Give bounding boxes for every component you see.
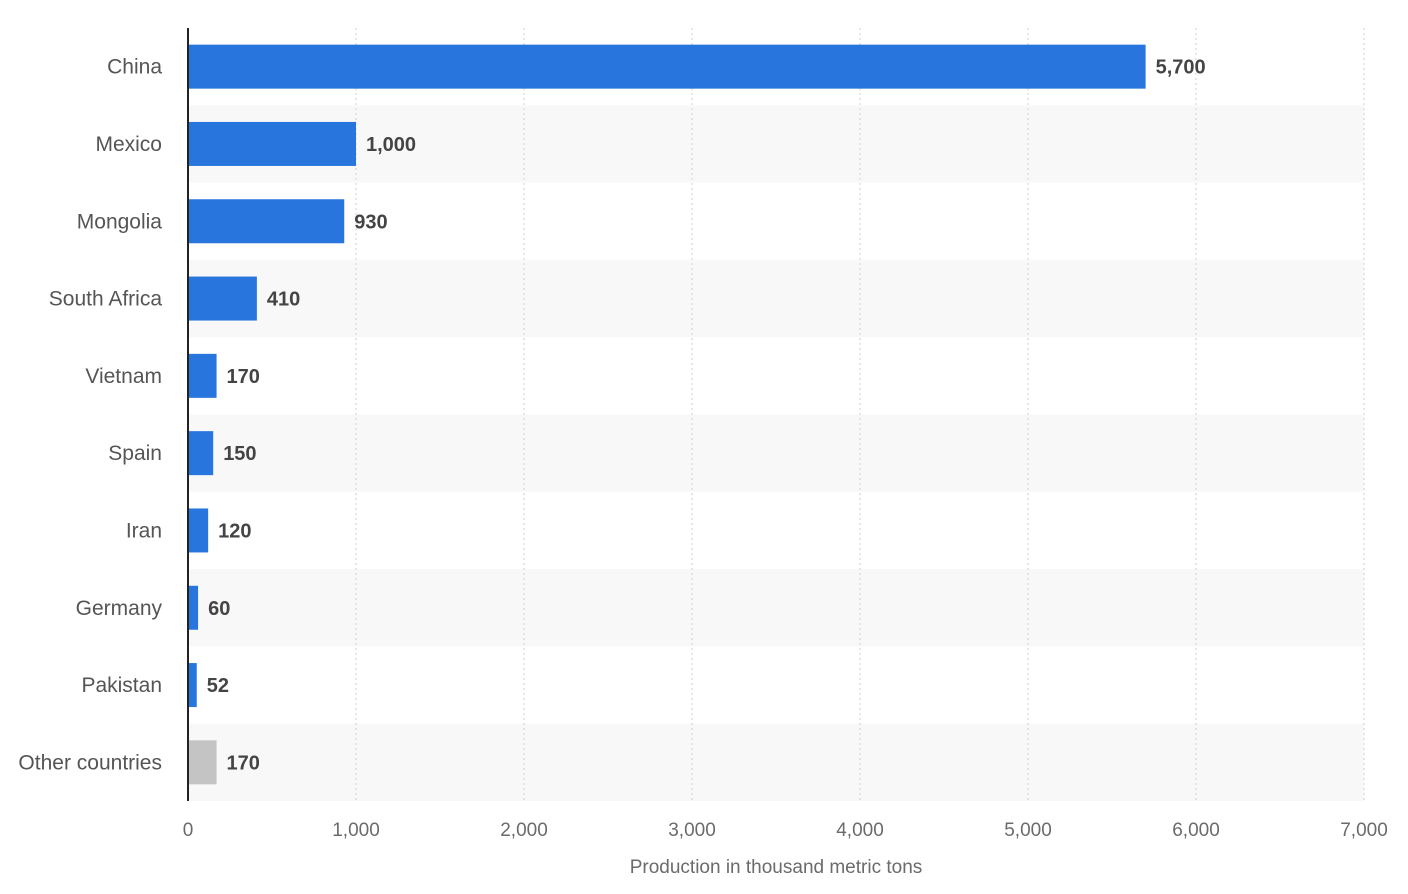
category-label: Mexico [95, 133, 162, 156]
bar[interactable] [188, 508, 209, 553]
row-band [188, 414, 1364, 492]
bar[interactable] [188, 121, 356, 166]
x-tick-label: 1,000 [332, 820, 380, 841]
category-label: South Africa [49, 288, 163, 311]
category-label: Spain [108, 442, 162, 465]
data-label: 150 [223, 443, 256, 465]
category-label: China [107, 56, 162, 79]
bar[interactable] [188, 585, 199, 630]
bar[interactable] [188, 431, 214, 476]
category-label: Vietnam [85, 365, 162, 388]
data-label: 410 [267, 289, 300, 311]
x-tick-label: 3,000 [668, 820, 716, 841]
data-label: 60 [208, 598, 230, 620]
bar[interactable] [188, 663, 197, 708]
category-label: Pakistan [81, 674, 162, 697]
data-label: 120 [218, 520, 251, 542]
bar[interactable] [188, 740, 217, 785]
bars [188, 44, 1146, 785]
x-tick-label: 2,000 [500, 820, 548, 841]
bar[interactable] [188, 199, 345, 244]
x-tick-label: 4,000 [836, 820, 884, 841]
bar[interactable] [188, 353, 217, 398]
data-label: 170 [227, 366, 260, 388]
data-label: 930 [354, 211, 387, 233]
category-label: Iran [126, 519, 162, 542]
row-band [188, 723, 1364, 801]
bar[interactable] [188, 276, 257, 321]
category-label: Germany [76, 597, 163, 620]
value-labels: 5,700 1,000 930 410 170 150 120 60 52 170 [207, 57, 1206, 775]
data-label: 170 [227, 752, 260, 774]
row-band [188, 259, 1364, 338]
category-label: Other countries [18, 751, 162, 774]
x-tick-label: 6,000 [1172, 820, 1220, 841]
x-axis-title: Production in thousand metric tons [630, 857, 923, 878]
gridlines [355, 28, 1365, 801]
row-band [188, 105, 1364, 183]
x-tick-labels: 0 1,000 2,000 3,000 4,000 5,000 6,000 7,000 [183, 820, 1388, 841]
x-tick-label: 5,000 [1004, 820, 1052, 841]
row-band [188, 569, 1364, 647]
x-tick-label: 7,000 [1340, 820, 1388, 841]
x-tick-label: 0 [183, 820, 194, 841]
row-bands [188, 105, 1364, 801]
category-labels: China Mexico Mongolia South Africa Vietnam Sp… [18, 56, 162, 775]
data-label: 1,000 [366, 134, 416, 156]
data-label: 5,700 [1156, 57, 1206, 79]
category-label: Mongolia [77, 210, 163, 233]
data-label: 52 [207, 675, 229, 697]
bar[interactable] [188, 44, 1146, 89]
